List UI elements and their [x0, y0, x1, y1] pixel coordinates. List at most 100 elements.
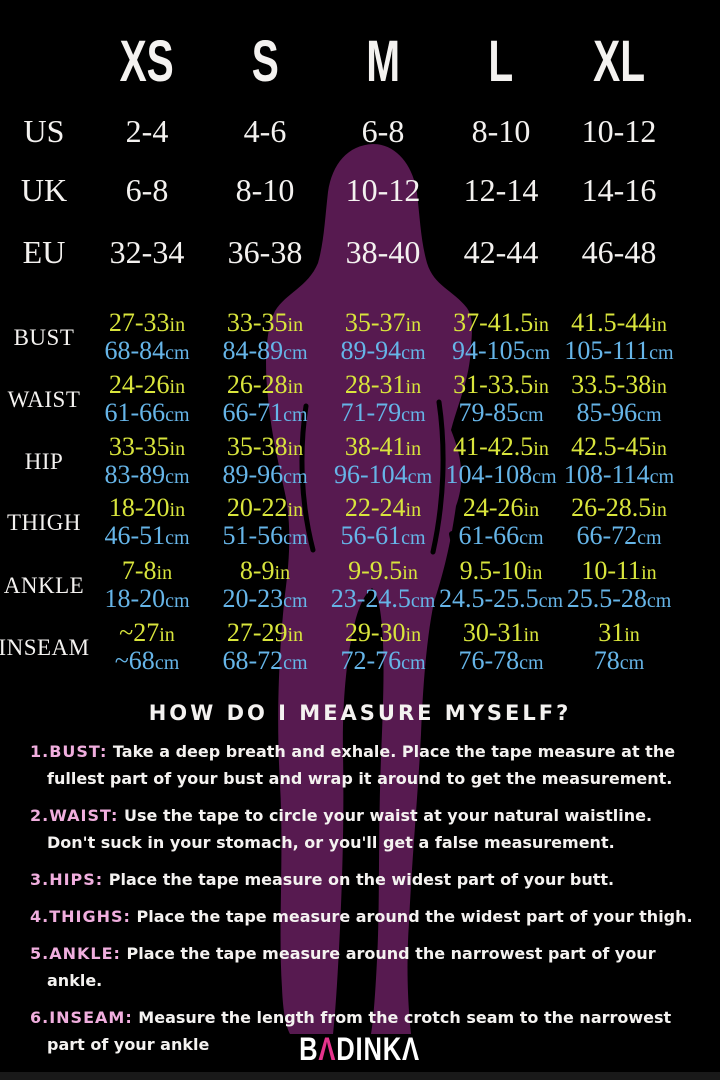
- inches-unit: in: [533, 376, 549, 398]
- measure-label-hip: HIP: [24, 448, 64, 474]
- instruction-text: Place the tape measure around the narrow…: [47, 944, 656, 990]
- inches-unit: in: [169, 376, 186, 398]
- inches-unit: in: [523, 624, 540, 646]
- measure-value-thigh-l: 24-26in 61-66cm: [442, 492, 560, 554]
- left-arm-gap: [299, 403, 316, 553]
- table-corner-spacer: [0, 20, 88, 102]
- cm-value: 68-84cm: [104, 336, 190, 365]
- how-to-heading: HOW DO I MEASURE MYSELF?: [148, 701, 572, 725]
- measure-value-inseam-m: 29-30in 72-76cm: [324, 617, 442, 679]
- measure-value-thigh-xl: 26-28.5in 66-72cm: [560, 492, 678, 554]
- inches-unit: in: [405, 624, 422, 646]
- inches-value: 37-41.5in: [453, 308, 549, 337]
- instruction-text: Place the tape measure on the widest par…: [103, 870, 615, 889]
- cm-value: 72-76cm: [340, 646, 426, 675]
- region-value-us-l: 8-10: [471, 112, 531, 149]
- measure-value-hip-xs: 33-35in 83-89cm: [88, 431, 206, 492]
- measure-label-inseam: INSEAM: [0, 635, 90, 660]
- measure-value-thigh-xs: 18-20in 46-51cm: [88, 492, 206, 554]
- instruction-text: Place the tape measure around the widest…: [130, 907, 693, 926]
- measure-value-ankle-s: 8-9in 20-23cm: [206, 554, 324, 617]
- inches-unit: in: [402, 561, 418, 584]
- region-value-uk-m: 10-12: [345, 171, 421, 208]
- cm-value: 83-89cm: [104, 459, 190, 489]
- cm-unit: cm: [649, 465, 675, 488]
- cm-value: 18-20cm: [104, 583, 190, 613]
- measure-value-bust-xs: 27-33in 68-84cm: [88, 307, 206, 369]
- cm-unit: cm: [165, 342, 190, 364]
- region-value-us-s: 4-6: [243, 112, 287, 149]
- cm-unit: cm: [538, 589, 564, 612]
- cm-value: 61-66cm: [104, 398, 190, 427]
- cm-unit: cm: [401, 342, 426, 364]
- inches-value: 42.5-45in: [571, 431, 667, 461]
- inches-value: 20-22in: [226, 493, 304, 522]
- measure-value-thigh-s: 20-22in 51-56cm: [206, 492, 324, 554]
- inches-unit: in: [523, 499, 540, 521]
- instruction-label: 6.INSEAM:: [30, 1008, 133, 1027]
- inches-value: 31-33.5in: [453, 370, 549, 399]
- cm-unit: cm: [154, 652, 180, 674]
- inches-value: ~27in: [119, 618, 175, 647]
- table-spacer: [0, 284, 678, 307]
- logo-letter-prefix: B: [299, 1031, 319, 1067]
- inches-value: 27-29in: [226, 618, 304, 647]
- cm-unit: cm: [165, 404, 190, 426]
- cm-value: 78cm: [593, 646, 645, 675]
- bottom-strip: [0, 1072, 720, 1080]
- cm-value: 104-108cm: [445, 459, 557, 489]
- cm-value: 71-79cm: [340, 398, 426, 427]
- cm-unit: cm: [532, 465, 557, 488]
- region-value-uk-xs: 6-8: [125, 171, 169, 208]
- inches-unit: in: [169, 437, 186, 460]
- inches-value: 24-26in: [108, 370, 186, 399]
- logo-letter-accent: Λ: [318, 1031, 337, 1067]
- instruction-label: 3.HIPS:: [30, 870, 104, 889]
- cm-value: 76-78cm: [458, 646, 544, 675]
- measure-value-inseam-l: 30-31in 76-78cm: [442, 617, 560, 679]
- cm-value: 66-71cm: [222, 398, 308, 427]
- cm-value: 68-72cm: [222, 646, 308, 675]
- inches-value: 33-35in: [108, 431, 186, 461]
- measure-value-hip-s: 35-38in 89-96cm: [206, 431, 324, 492]
- instruction-text: Take a deep breath and exhale. Place the…: [47, 742, 676, 788]
- inches-unit: in: [156, 561, 173, 584]
- cm-unit: cm: [165, 527, 190, 549]
- measure-value-bust-xl: 41.5-44in 105-111cm: [560, 307, 678, 369]
- inches-unit: in: [287, 376, 304, 398]
- region-value-eu-s: 36-38: [227, 233, 303, 270]
- region-value-us-xs: 2-4: [125, 112, 169, 149]
- measure-instruction-1: 1.BUST: Take a deep breath and exhale. P…: [30, 738, 694, 792]
- cm-value: 66-72cm: [576, 521, 662, 550]
- inches-value: 24-26in: [462, 493, 540, 522]
- measure-value-bust-l: 37-41.5in 94-105cm: [442, 307, 560, 369]
- cm-unit: cm: [401, 652, 426, 674]
- region-value-uk-xl: 14-16: [581, 171, 657, 208]
- measure-value-waist-s: 26-28in 66-71cm: [206, 369, 324, 431]
- cm-value: 61-66cm: [458, 521, 544, 550]
- measure-label-thigh: THIGH: [6, 510, 82, 535]
- size-header-m: M: [366, 28, 400, 94]
- region-value-uk-s: 8-10: [235, 171, 295, 208]
- inches-unit: in: [533, 437, 549, 460]
- cm-value: 85-96cm: [576, 398, 662, 427]
- cm-value: 24.5-25.5cm: [438, 583, 564, 613]
- right-arm-gap: [430, 399, 446, 555]
- measure-value-hip-m: 38-41in 96-104cm: [324, 431, 442, 492]
- cm-unit: cm: [407, 465, 433, 488]
- cm-unit: cm: [165, 589, 190, 612]
- cm-unit: cm: [637, 527, 662, 549]
- inches-value: 33-35in: [226, 308, 304, 337]
- inches-value: 35-37in: [344, 308, 422, 337]
- inches-value: 28-31in: [344, 370, 422, 399]
- cm-unit: cm: [165, 465, 190, 488]
- measure-value-bust-m: 35-37in 89-94cm: [324, 307, 442, 369]
- measure-value-thigh-m: 22-24in 56-61cm: [324, 492, 442, 554]
- measure-instruction-5: 5.ANKLE: Place the tape measure around t…: [30, 940, 694, 994]
- region-value-uk-l: 12-14: [463, 171, 539, 208]
- measure-value-ankle-m: 9-9.5in 23-24.5cm: [324, 554, 442, 617]
- cm-value: 79-85cm: [458, 398, 544, 427]
- cm-value: 25.5-28cm: [566, 583, 672, 613]
- cm-unit: cm: [525, 342, 551, 364]
